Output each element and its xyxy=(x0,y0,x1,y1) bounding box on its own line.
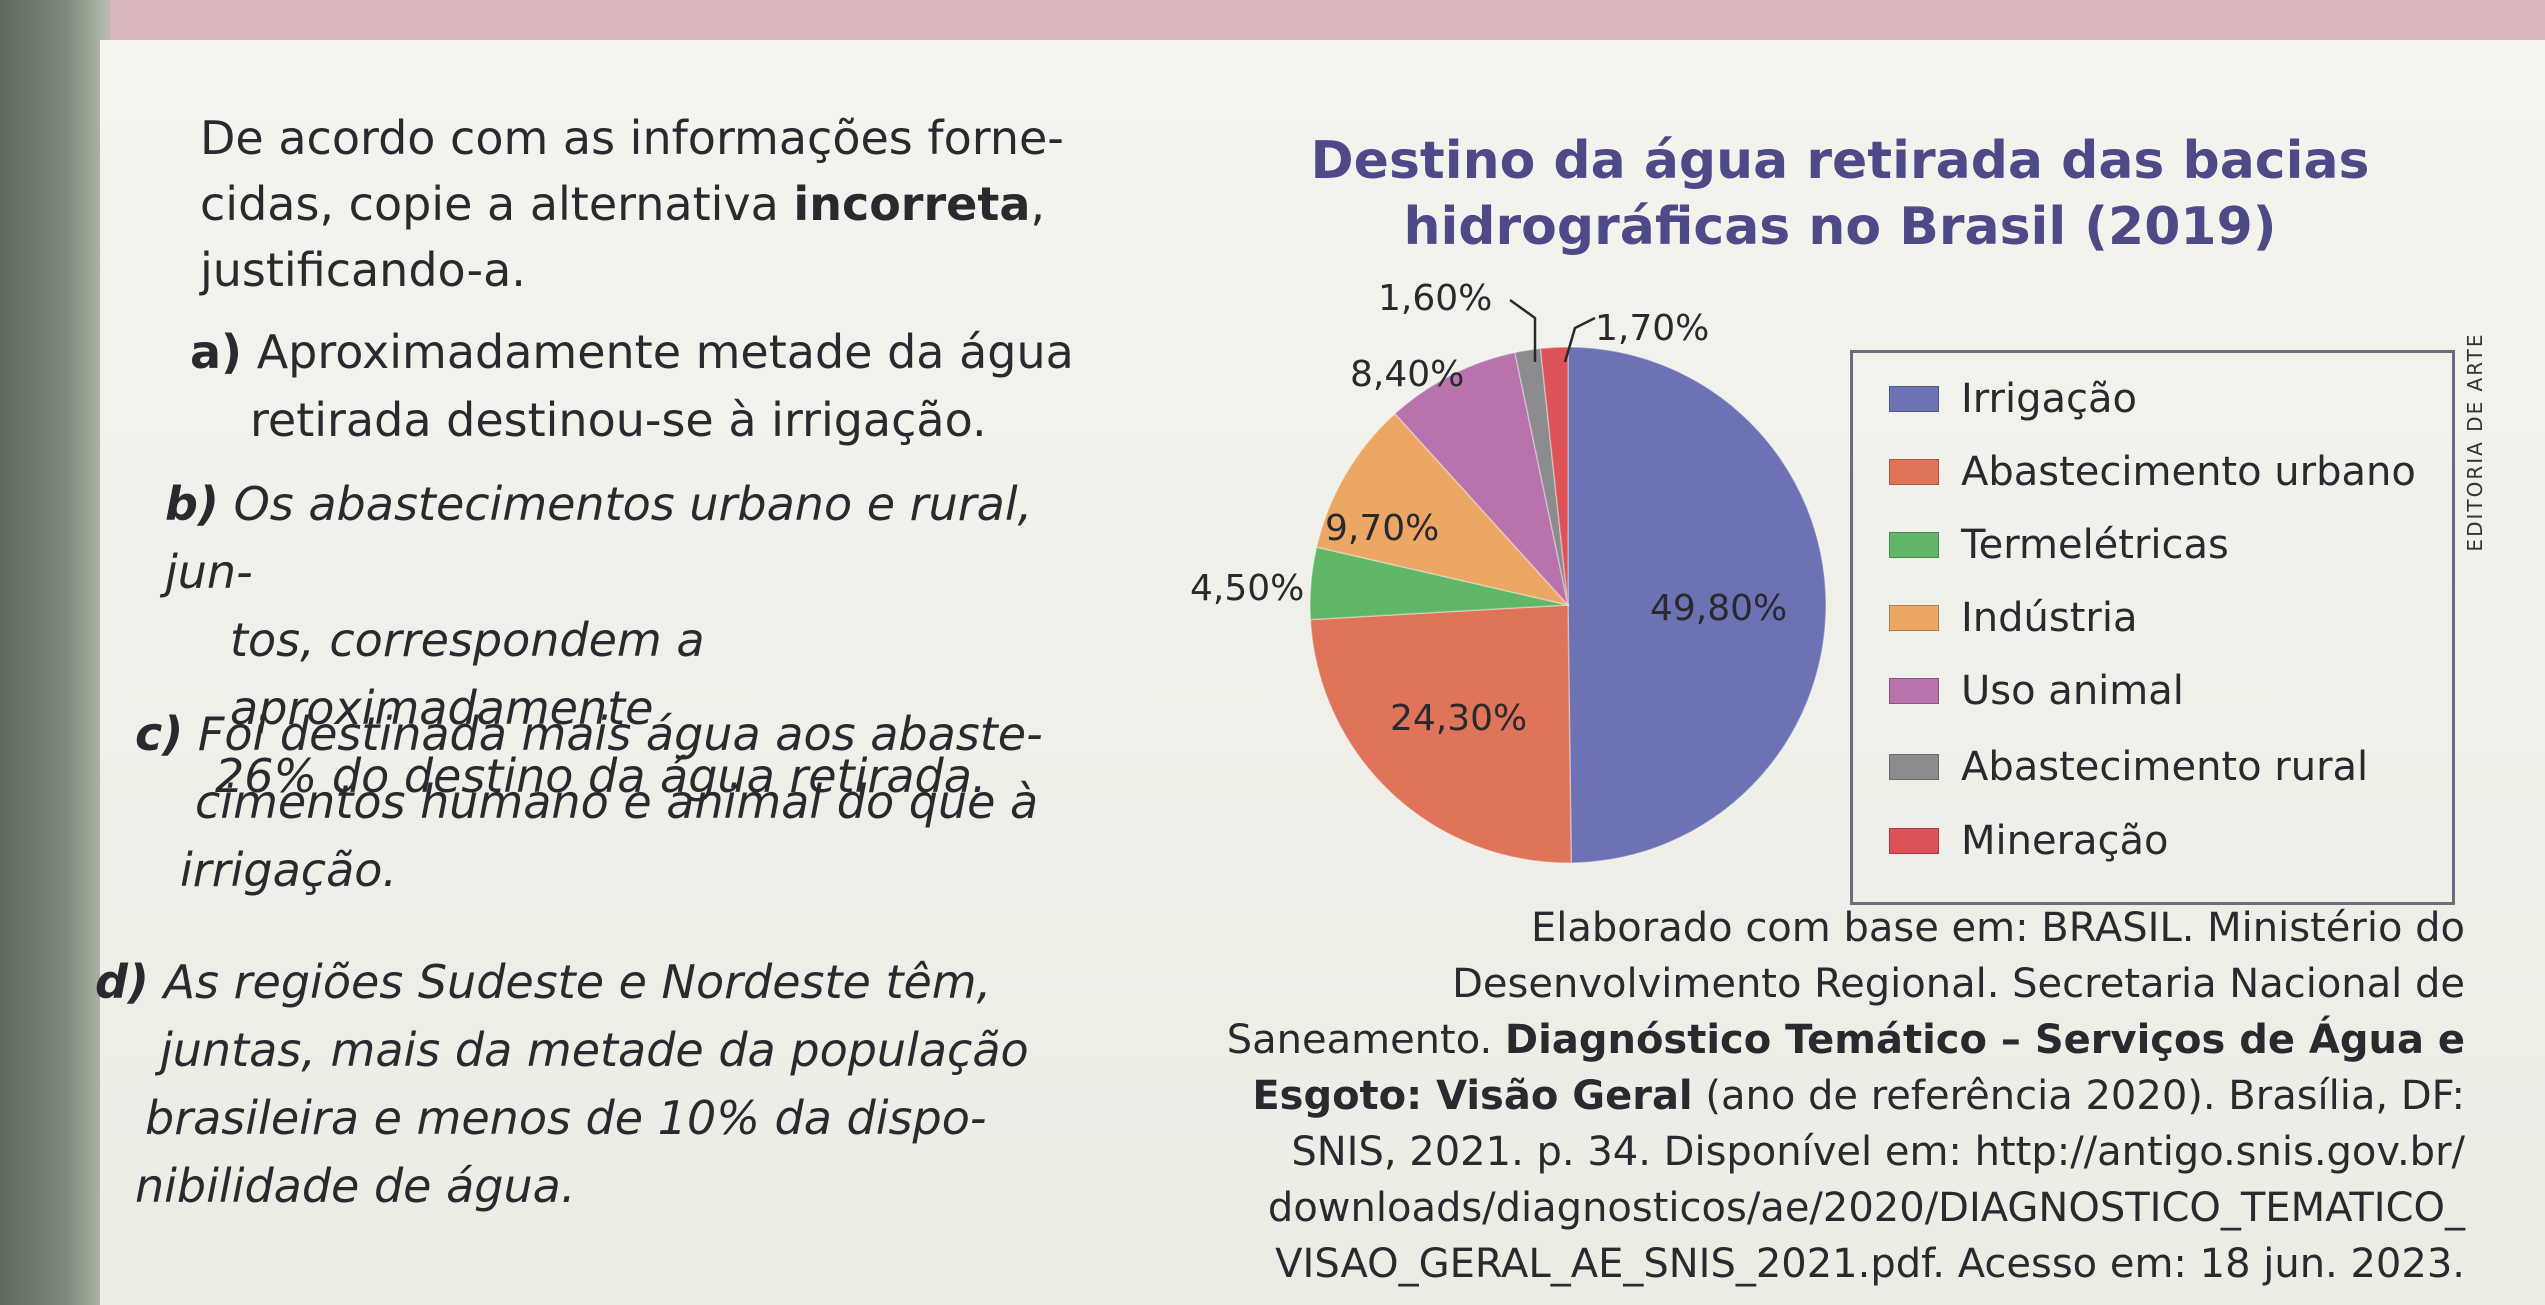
option-a-line-1: Aproximadamente metade da água xyxy=(256,325,1074,379)
question-line-1: De acordo com as informações forne- xyxy=(200,111,1064,165)
option-b: b) Os abastecimentos urbano e rural, jun… xyxy=(165,470,1125,810)
option-c-line-1: Foi destinada mais água aos abaste- xyxy=(197,707,1043,761)
legend-label: Abastecimento rural xyxy=(1961,744,2369,790)
option-b-line-3: 26% do destino da água retirada. xyxy=(215,749,987,803)
pie-leader-line xyxy=(1509,298,1537,362)
pie-leader-line xyxy=(1563,316,1596,363)
option-d-line-1: As regiões Sudeste e Nordeste têm, xyxy=(163,955,992,1009)
legend-label: Termelétricas xyxy=(1961,522,2229,568)
pie-slice-label: 1,70% xyxy=(1595,308,1709,349)
legend-item: Abastecimento rural xyxy=(1889,741,2368,793)
source-line-6: downloads/diagnosticos/ae/2020/DIAGNOSTI… xyxy=(1267,1185,2465,1231)
pie-slice xyxy=(1567,346,1827,864)
source-line-5: SNIS, 2021. p. 34. Disponível em: http:/… xyxy=(1291,1129,2465,1175)
option-a-line-2: retirada destinou-se à irrigação. xyxy=(250,393,987,447)
legend-label: Abastecimento urbano xyxy=(1961,449,2416,495)
chart-title-line-2: hidrográficas no Brasil (2019) xyxy=(1403,197,2277,257)
pie-slice xyxy=(1514,347,1569,606)
chart-source: Elaborado com base em: BRASIL. Ministéri… xyxy=(1045,900,2465,1292)
legend-swatch xyxy=(1889,605,1939,631)
pie-slice-label: 4,50% xyxy=(1190,568,1304,609)
pie-slice xyxy=(1309,546,1569,621)
option-d-line-4: nibilidade de água. xyxy=(135,1159,576,1213)
question-line-2: cidas, copie a alternativa incorreta, xyxy=(200,177,1046,231)
option-c: c) Foi destinada mais água aos abaste- c… xyxy=(135,700,1095,904)
legend-swatch xyxy=(1889,532,1939,558)
source-line-4: Esgoto: Visão Geral (ano de referência 2… xyxy=(1252,1073,2465,1119)
book-binding-edge xyxy=(0,0,110,1305)
legend-swatch xyxy=(1889,678,1939,704)
source-line-1: Elaborado com base em: BRASIL. Ministéri… xyxy=(1531,905,2465,951)
legend-item: Irrigação xyxy=(1889,373,2137,425)
legend-label: Indústria xyxy=(1961,595,2138,641)
option-b-line-2: tos, correspondem a aproximadamente xyxy=(230,613,705,735)
pie-labels: 49,80% 24,30% 4,50% 9,70% 8,40% 1,60% 1,70% xyxy=(1190,278,1787,739)
source-line-3: Saneamento. Diagnóstico Temático – Servi… xyxy=(1226,1017,2465,1063)
question-emphasis: incorreta xyxy=(793,177,1031,231)
option-a-letter: a) xyxy=(190,325,243,379)
legend-item: Uso animal xyxy=(1889,665,2184,717)
option-c-line-3: irrigação. xyxy=(180,843,398,897)
option-d-line-2: juntas, mais da metade da população xyxy=(160,1023,1029,1077)
pie-slice-label: 49,80% xyxy=(1650,588,1787,629)
pie-slices xyxy=(1309,346,1827,864)
chart-title-line-1: Destino da água retirada das bacias xyxy=(1310,131,2370,191)
pie-slice xyxy=(1539,346,1569,606)
option-c-line-2: cimentos humano e animal do que à xyxy=(195,775,1039,829)
option-b-line-1: Os abastecimentos urbano e rural, jun- xyxy=(165,477,1033,599)
pie-slice-label: 9,70% xyxy=(1325,508,1439,549)
chart-title: Destino da água retirada das bacias hidr… xyxy=(1280,128,2400,260)
pie-slice-label: 1,60% xyxy=(1378,278,1492,319)
option-d-letter: d) xyxy=(95,955,149,1009)
legend-swatch xyxy=(1889,828,1939,854)
legend-item: Termelétricas xyxy=(1889,519,2229,571)
legend-item: Mineração xyxy=(1889,815,2169,867)
legend-item: Abastecimento urbano xyxy=(1889,446,2416,498)
option-d: d) As regiões Sudeste e Nordeste têm, ju… xyxy=(95,948,1055,1220)
pie-slice xyxy=(1315,412,1571,607)
legend-label: Irrigação xyxy=(1961,376,2137,422)
option-c-letter: c) xyxy=(135,707,184,761)
legend-item: Indústria xyxy=(1889,592,2137,644)
pie-slice-label: 8,40% xyxy=(1350,354,1464,395)
image-credit-text: EDITORIA DE ARTE xyxy=(2463,332,2487,552)
pie-slice xyxy=(1393,351,1570,608)
question-line-3: justificando-a. xyxy=(200,243,526,297)
pie-slice-label: 24,30% xyxy=(1390,698,1527,739)
option-b-letter: b) xyxy=(165,477,219,531)
pie-leader-lines xyxy=(1509,298,1596,363)
legend-swatch xyxy=(1889,754,1939,780)
pie-slice xyxy=(1309,604,1572,864)
image-credit: EDITORIA DE ARTE xyxy=(2455,330,2495,570)
option-a: a) Aproximadamente metade da água retira… xyxy=(190,318,1150,454)
source-line-7: VISAO_GERAL_AE_SNIS_2021.pdf. Acesso em:… xyxy=(1275,1241,2465,1287)
legend-swatch xyxy=(1889,459,1939,485)
chart-legend: Irrigação Abastecimento urbano Termelétr… xyxy=(1850,350,2455,905)
option-d-line-3: brasileira e menos de 10% da dispo- xyxy=(145,1091,987,1145)
legend-label: Uso animal xyxy=(1961,668,2184,714)
source-line-2: Desenvolvimento Regional. Secretaria Nac… xyxy=(1452,961,2465,1007)
legend-swatch xyxy=(1889,386,1939,412)
legend-label: Mineração xyxy=(1961,818,2169,864)
question-prompt: De acordo com as informações forne- cida… xyxy=(200,105,1160,303)
